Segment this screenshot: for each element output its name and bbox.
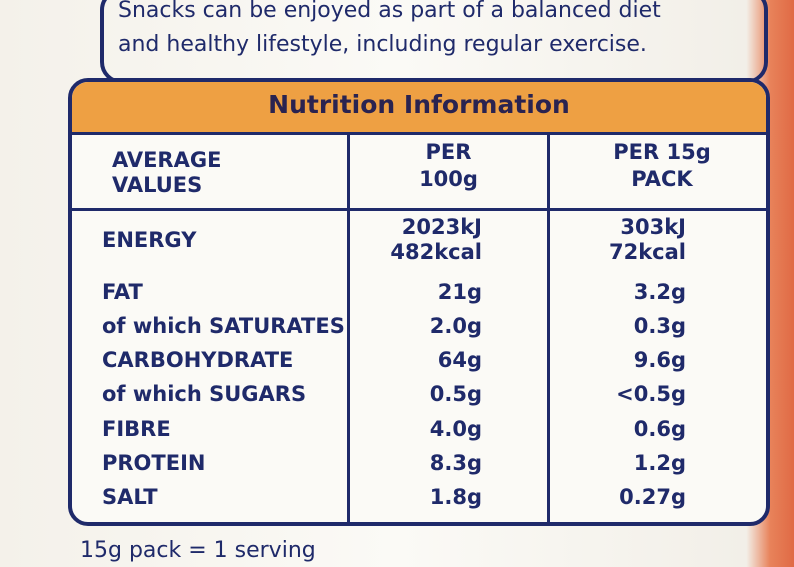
nutrient-label: of which SATURATES: [102, 314, 345, 338]
value-per-pack: 72kcal: [608, 240, 686, 264]
header-label: VALUES: [112, 173, 203, 197]
value-per-pack: <0.5g: [616, 382, 686, 406]
intro-line: and healthy lifestyle, including regular…: [118, 32, 647, 57]
value-per-100g: 482kcal: [390, 240, 482, 264]
table-title: Nutrition Information: [268, 90, 570, 119]
value-per-100g: 21g: [437, 280, 482, 304]
nutrient-label: FIBRE: [102, 417, 171, 441]
nutrient-label: PROTEIN: [102, 451, 206, 475]
value-per-100g: 64g: [437, 348, 482, 372]
header-rule: [72, 208, 766, 211]
nutrient-label: ENERGY: [102, 228, 197, 252]
value-per-pack: 303kJ: [620, 215, 686, 239]
serving-note: 15g pack = 1 serving: [80, 538, 316, 563]
value-per-pack: 0.3g: [633, 314, 686, 338]
column-divider: [547, 132, 550, 522]
nutrient-label: SALT: [102, 485, 158, 509]
header-label: AVERAGE: [112, 148, 222, 172]
nutrient-label: of which SUGARS: [102, 382, 307, 406]
value-per-100g: 2.0g: [429, 314, 482, 338]
title-band: [72, 82, 766, 135]
nutrient-label: FAT: [102, 280, 143, 304]
value-per-100g: 2023kJ: [401, 215, 482, 239]
value-per-pack: 1.2g: [633, 451, 686, 475]
intro-box: Snacks can be enjoyed as part of a balan…: [100, 0, 768, 84]
value-per-pack: 3.2g: [633, 280, 686, 304]
value-per-100g: 1.8g: [429, 485, 482, 509]
value-per-100g: 8.3g: [429, 451, 482, 475]
header-label: PER: [425, 140, 472, 164]
header-label: PER 15g: [613, 140, 711, 164]
header-label: PACK: [631, 167, 693, 191]
value-per-100g: 0.5g: [429, 382, 482, 406]
header-label: 100g: [419, 167, 478, 191]
value-per-100g: 4.0g: [429, 417, 482, 441]
value-per-pack: 0.27g: [619, 485, 686, 509]
nutrition-table: Nutrition Information AVERAGE VALUES PER 10…: [68, 78, 770, 526]
nutrient-label: CARBOHYDRATE: [102, 348, 294, 372]
value-per-pack: 0.6g: [633, 417, 686, 441]
value-per-pack: 9.6g: [633, 348, 686, 372]
intro-line: Snacks can be enjoyed as part of a balan…: [118, 0, 661, 23]
column-divider: [347, 132, 350, 522]
